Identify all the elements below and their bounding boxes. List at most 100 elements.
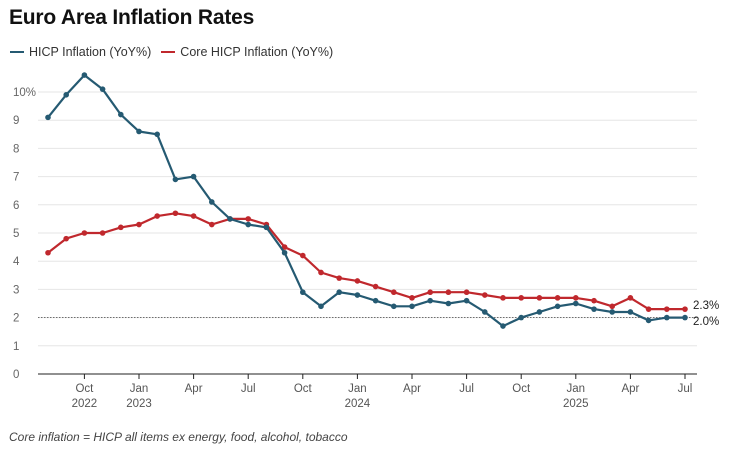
data-point-hicp-9	[209, 199, 215, 205]
data-point-core-6	[154, 213, 160, 219]
data-point-hicp-26	[518, 314, 524, 321]
data-point-hicp-7	[172, 176, 179, 183]
end-labels: 2.0% 2.3%	[693, 300, 719, 328]
data-point-hicp-10	[227, 216, 233, 222]
data-point-hicp-30	[591, 306, 597, 312]
data-point-core-11	[245, 216, 251, 222]
x-tick-label-5: Jan	[130, 383, 149, 395]
data-point-core-21	[427, 289, 434, 296]
y-tick-label-6: 6	[13, 200, 19, 212]
data-point-hicp-22	[445, 300, 452, 307]
x-tick-label-17: Jan	[348, 383, 367, 395]
data-point-core-25	[500, 295, 506, 301]
data-point-hicp-27	[536, 309, 543, 315]
data-point-core-8	[190, 213, 197, 219]
data-point-core-23	[463, 289, 470, 296]
data-point-core-32	[627, 295, 634, 301]
x-tick-label-20: Apr	[403, 383, 421, 395]
data-point-core-0	[45, 249, 51, 256]
y-tick-label-10: 10%	[13, 87, 36, 99]
chart-title: Euro Area Inflation Rates	[9, 6, 255, 29]
data-point-core-17	[354, 278, 361, 284]
data-point-hicp-35	[682, 314, 688, 321]
data-point-hicp-1	[63, 92, 69, 98]
data-point-hicp-21	[427, 297, 434, 304]
data-point-core-30	[591, 297, 597, 304]
data-point-hicp-32	[627, 309, 634, 315]
x-tick-label-14: Oct	[294, 383, 313, 395]
data-point-hicp-23	[463, 297, 470, 304]
data-point-hicp-31	[609, 309, 615, 315]
axes: 0 1 2 3 4 5 6 7 8 9 10% Oct 2022 Jan 2023 Apr Jul Oct Jan 2…	[13, 87, 697, 410]
legend-item-core: Core HICP Inflation (YoY%)	[161, 45, 333, 59]
data-point-hicp-4	[118, 111, 124, 118]
data-point-hicp-11	[245, 221, 251, 228]
x-tick-label-26: Oct	[512, 383, 531, 395]
data-point-hicp-19	[391, 303, 397, 310]
end-label-core: 2.3%	[693, 300, 719, 312]
series-line-hicp	[47, 73, 685, 328]
y-tick-label-4: 4	[13, 256, 20, 268]
x-tick-label-32: Apr	[621, 383, 639, 395]
data-point-hicp-20	[409, 303, 415, 310]
data-point-hicp-12	[263, 224, 270, 231]
y-tick-label-3: 3	[13, 284, 19, 296]
data-point-hicp-8	[190, 173, 197, 180]
data-point-hicp-2	[81, 72, 88, 78]
y-tick-label-2: 2	[13, 313, 19, 325]
y-tick-label-5: 5	[13, 228, 19, 240]
data-point-hicp-6	[154, 131, 160, 138]
legend-swatch-core	[161, 51, 176, 53]
data-point-hicp-29	[573, 300, 579, 307]
x-year-label-2025: 2025	[563, 398, 589, 410]
data-point-hicp-34	[664, 314, 670, 321]
data-point-hicp-0	[45, 114, 51, 121]
data-point-core-18	[372, 283, 379, 290]
data-point-core-16	[336, 275, 343, 281]
data-point-core-26	[518, 295, 524, 301]
legend-label-core: Core HICP Inflation (YoY%)	[180, 45, 334, 59]
data-point-core-22	[445, 289, 452, 296]
x-year-label-2024: 2024	[345, 398, 371, 410]
data-point-core-20	[409, 295, 415, 301]
series-lines	[45, 72, 688, 329]
x-tick-label-11: Jul	[241, 383, 256, 395]
gridlines	[38, 91, 697, 347]
x-year-label-2023: 2023	[126, 398, 152, 410]
y-tick-label-1: 1	[13, 341, 19, 353]
data-point-hicp-24	[482, 309, 488, 315]
data-point-hicp-13	[281, 249, 288, 256]
data-point-core-19	[391, 289, 397, 296]
data-point-hicp-25	[500, 323, 506, 329]
data-point-hicp-18	[372, 297, 379, 304]
data-point-hicp-14	[300, 289, 306, 296]
y-tick-label-7: 7	[13, 172, 19, 184]
y-tick-label-0: 0	[13, 369, 19, 381]
x-tick-label-8: Apr	[185, 383, 203, 395]
y-tick-label-9: 9	[13, 115, 19, 127]
data-point-core-29	[573, 295, 579, 301]
data-point-core-24	[482, 292, 488, 298]
data-point-core-9	[209, 221, 215, 228]
x-year-label-2022: 2022	[72, 398, 98, 410]
data-point-core-33	[645, 306, 652, 312]
data-point-core-1	[63, 235, 69, 242]
data-point-core-3	[99, 230, 106, 236]
data-point-hicp-17	[354, 292, 361, 298]
data-point-core-4	[118, 224, 124, 231]
data-point-hicp-28	[554, 303, 561, 310]
data-point-core-5	[136, 221, 142, 228]
data-point-core-7	[172, 210, 179, 217]
y-tick-label-8: 8	[13, 143, 19, 155]
x-tick-label-23: Jul	[459, 383, 474, 395]
data-point-core-13	[281, 244, 288, 250]
data-point-core-31	[609, 303, 615, 310]
data-point-hicp-33	[645, 317, 652, 324]
footnote: Core inflation = HICP all items ex energ…	[9, 430, 348, 444]
data-point-hicp-5	[136, 128, 142, 135]
data-point-core-34	[664, 306, 670, 312]
data-point-hicp-15	[318, 303, 324, 310]
data-point-core-28	[554, 295, 561, 301]
data-point-core-15	[318, 269, 324, 276]
data-point-core-35	[682, 306, 688, 312]
